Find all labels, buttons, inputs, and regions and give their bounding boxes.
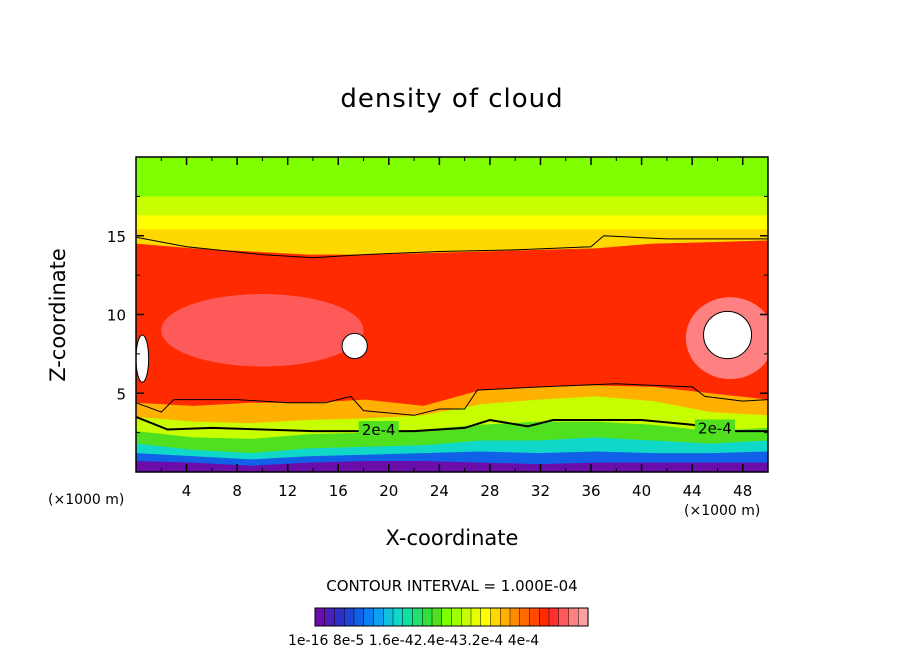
colorbar-swatch xyxy=(441,607,453,627)
x-tick-label: 28 xyxy=(480,482,499,500)
y-tick-label: 10 xyxy=(107,307,126,325)
x-axis-label: X-coordinate xyxy=(385,526,519,550)
contour-lines: 2e-4 2e-4 xyxy=(136,235,768,439)
colorbar-labels: 1e-16 8e-5 1.6e-42.4e-43.2e-4 4e-4 xyxy=(288,633,540,649)
colorbar-swatch xyxy=(422,607,433,627)
colorbar-swatch xyxy=(334,607,345,627)
white-region xyxy=(136,334,150,383)
colorbar-swatch xyxy=(431,607,443,627)
colorbar-swatch xyxy=(402,607,414,627)
inner-swirl-left xyxy=(161,294,364,367)
x-tick-label: 8 xyxy=(232,482,242,500)
colorbar-swatch xyxy=(363,607,375,627)
y-axis-ticks: 5 10 15 xyxy=(107,195,768,434)
white-region xyxy=(703,310,753,360)
x-tick-label: 12 xyxy=(278,482,297,500)
contour-label-bg xyxy=(694,419,735,436)
x-tick-label: 24 xyxy=(430,482,449,500)
y-axis-label: Z-coordinate xyxy=(46,248,70,382)
colorbar xyxy=(314,607,589,627)
filled-contours xyxy=(136,157,768,472)
x-tick-label: 4 xyxy=(182,482,192,500)
x-tick-label: 36 xyxy=(581,482,600,500)
colorbar-swatch xyxy=(548,607,560,627)
colorbar-swatch xyxy=(412,607,423,627)
x-unit-left: (×1000 m) xyxy=(48,492,125,508)
contour-line-2e-4 xyxy=(136,415,768,433)
colorbar-swatch xyxy=(509,607,521,627)
x-tick-label: 48 xyxy=(733,482,752,500)
colorbar-swatch xyxy=(392,607,404,627)
colorbar-swatch xyxy=(383,607,394,627)
x-tick-label: 40 xyxy=(632,482,651,500)
contour-fill-layer xyxy=(136,461,768,472)
colorbar-swatch xyxy=(470,607,482,627)
x-tick-label: 32 xyxy=(531,482,550,500)
contour-line-mid xyxy=(136,383,768,416)
x-axis-ticks: 4 8 12 16 20 24 28 32 36 40 44 48 xyxy=(160,157,752,500)
y-tick-label: 15 xyxy=(107,228,126,246)
colorbar-swatch xyxy=(578,607,589,627)
colorbar-swatch xyxy=(353,607,365,627)
x-tick-label: 44 xyxy=(683,482,702,500)
colorbar-swatch xyxy=(480,607,492,627)
x-unit-right: (×1000 m) xyxy=(684,503,761,519)
y-tick-label: 5 xyxy=(116,385,126,403)
colorbar-swatch xyxy=(539,607,550,627)
contour-label-bg xyxy=(358,421,399,438)
colorbar-swatch xyxy=(500,607,511,627)
x-tick-label: 20 xyxy=(379,482,398,500)
colorbar-swatch xyxy=(373,607,384,627)
colorbar-swatch xyxy=(314,607,326,627)
colorbar-swatch xyxy=(529,607,540,627)
colorbar-swatch xyxy=(568,607,579,627)
contour-label: 2e-4 xyxy=(362,421,396,439)
colorbar-swatch xyxy=(519,607,531,627)
colorbar-swatch xyxy=(344,607,355,627)
colorbar-swatch xyxy=(490,607,501,627)
colorbar-swatch xyxy=(558,607,570,627)
colorbar-frame xyxy=(314,607,589,627)
colorbar-swatch xyxy=(461,607,472,627)
x-tick-label: 16 xyxy=(329,482,348,500)
chart-title: density of cloud xyxy=(340,84,564,114)
colorbar-swatch xyxy=(324,607,336,627)
contour-line-top xyxy=(136,235,768,259)
contour-interval: CONTOUR INTERVAL = 1.000E-04 xyxy=(326,577,578,595)
colorbar-swatch xyxy=(451,607,462,627)
white-region xyxy=(341,332,368,360)
contour-label: 2e-4 xyxy=(698,419,732,437)
